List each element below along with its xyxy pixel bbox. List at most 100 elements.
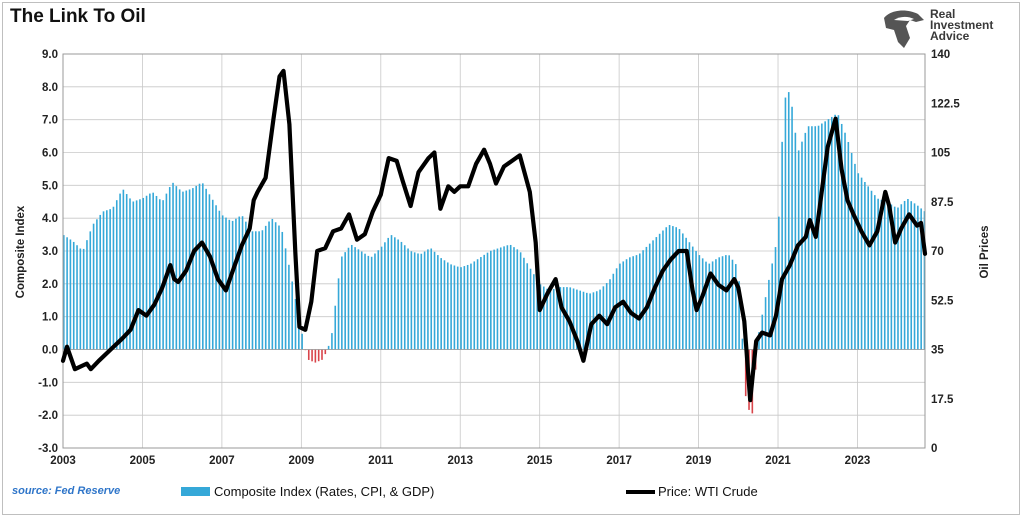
composite-bar	[125, 194, 128, 350]
y-tick-left: 6.0	[42, 148, 58, 160]
logo-text: Real Investment Advice	[930, 8, 993, 42]
composite-bar	[307, 349, 310, 360]
composite-bar	[188, 189, 191, 350]
composite-bar	[367, 255, 370, 350]
composite-bar	[92, 223, 95, 350]
composite-bar	[182, 191, 184, 350]
composite-bar	[556, 287, 558, 350]
composite-bar	[678, 229, 681, 350]
composite-bar	[635, 255, 638, 350]
composite-bar	[486, 252, 489, 350]
composite-bar	[400, 241, 403, 350]
composite-bar	[797, 150, 800, 350]
composite-bar	[69, 239, 72, 350]
composite-bar	[685, 237, 687, 350]
composite-bar	[758, 332, 760, 350]
y-tick-left: 1.0	[42, 312, 58, 324]
composite-bar	[241, 216, 244, 350]
x-tick: 2017	[606, 455, 632, 467]
legend-line-swatch	[626, 489, 655, 494]
composite-bar	[473, 261, 476, 350]
composite-bar	[178, 189, 181, 350]
composite-bar	[787, 92, 790, 350]
x-tick: 2003	[50, 455, 76, 467]
composite-bar	[893, 206, 896, 350]
composite-bar	[231, 220, 234, 350]
composite-bar	[857, 173, 860, 350]
composite-bar	[155, 195, 158, 350]
composite-bar	[274, 222, 277, 350]
y-tick-right: 0	[931, 443, 937, 455]
composite-bar	[145, 195, 148, 350]
composite-bar	[768, 279, 770, 350]
composite-bar	[324, 349, 327, 355]
y-tick-left: -2.0	[38, 410, 58, 422]
brand-logo: Real Investment Advice	[880, 8, 1015, 48]
composite-bar	[175, 186, 178, 350]
composite-bar	[847, 141, 850, 350]
composite-bar	[453, 265, 456, 350]
composite-bar	[917, 205, 919, 350]
composite-bar	[718, 257, 721, 350]
composite-bar	[519, 252, 522, 350]
composite-bar	[827, 119, 830, 350]
composite-bar	[291, 281, 294, 350]
composite-bar	[278, 225, 280, 350]
y-tick-left: 0.0	[42, 345, 58, 357]
composite-bar	[132, 201, 135, 350]
composite-bar	[96, 219, 98, 350]
composite-bar	[397, 239, 399, 350]
x-tick: 2007	[209, 455, 235, 467]
composite-bar	[430, 248, 433, 350]
composite-bar	[662, 230, 664, 350]
composite-bar	[394, 237, 396, 350]
composite-bar	[576, 289, 578, 350]
composite-bar	[605, 283, 608, 350]
composite-bar	[903, 200, 906, 350]
composite-bar	[728, 255, 730, 350]
composite-bar	[86, 240, 88, 350]
chart-title: The Link To Oil	[10, 6, 146, 27]
composite-bar	[533, 274, 535, 350]
composite-bar	[711, 261, 714, 350]
composite-bar	[264, 225, 267, 350]
composite-bar	[470, 263, 472, 350]
y-tick-right: 17.5	[931, 394, 954, 406]
composite-bar	[235, 218, 237, 350]
composite-bar	[423, 251, 426, 350]
composite-bar	[115, 200, 118, 350]
composite-bar	[821, 123, 823, 350]
composite-bar	[655, 237, 658, 350]
composite-bar	[476, 259, 479, 350]
composite-bar	[446, 262, 449, 350]
composite-bar	[539, 284, 542, 350]
x-tick: 2023	[845, 455, 871, 467]
composite-bar	[499, 247, 502, 350]
composite-bar	[503, 246, 505, 350]
composite-bar	[589, 293, 591, 350]
composite-bar	[284, 248, 287, 350]
composite-bar	[632, 256, 634, 350]
composite-bar	[817, 125, 820, 350]
composite-bar	[370, 256, 373, 350]
composite-bar	[420, 253, 423, 350]
composite-bar	[271, 218, 274, 350]
composite-bar	[867, 186, 869, 350]
composite-bar	[298, 316, 300, 350]
composite-bar	[529, 268, 532, 350]
composite-bar	[549, 290, 552, 350]
composite-bar	[225, 217, 227, 350]
composite-bar	[721, 256, 724, 350]
composite-bar	[374, 253, 376, 350]
y-tick-left: -3.0	[38, 443, 58, 455]
composite-bar	[102, 211, 105, 350]
y-tick-left: -1.0	[38, 377, 58, 389]
y-tick-left: 9.0	[42, 49, 58, 61]
y-tick-right: 35	[931, 345, 944, 357]
composite-bar	[811, 126, 813, 350]
composite-bar	[658, 233, 661, 350]
composite-bar	[337, 278, 340, 350]
composite-bar	[850, 152, 853, 350]
composite-bar	[897, 207, 899, 350]
composite-bar	[870, 190, 873, 350]
